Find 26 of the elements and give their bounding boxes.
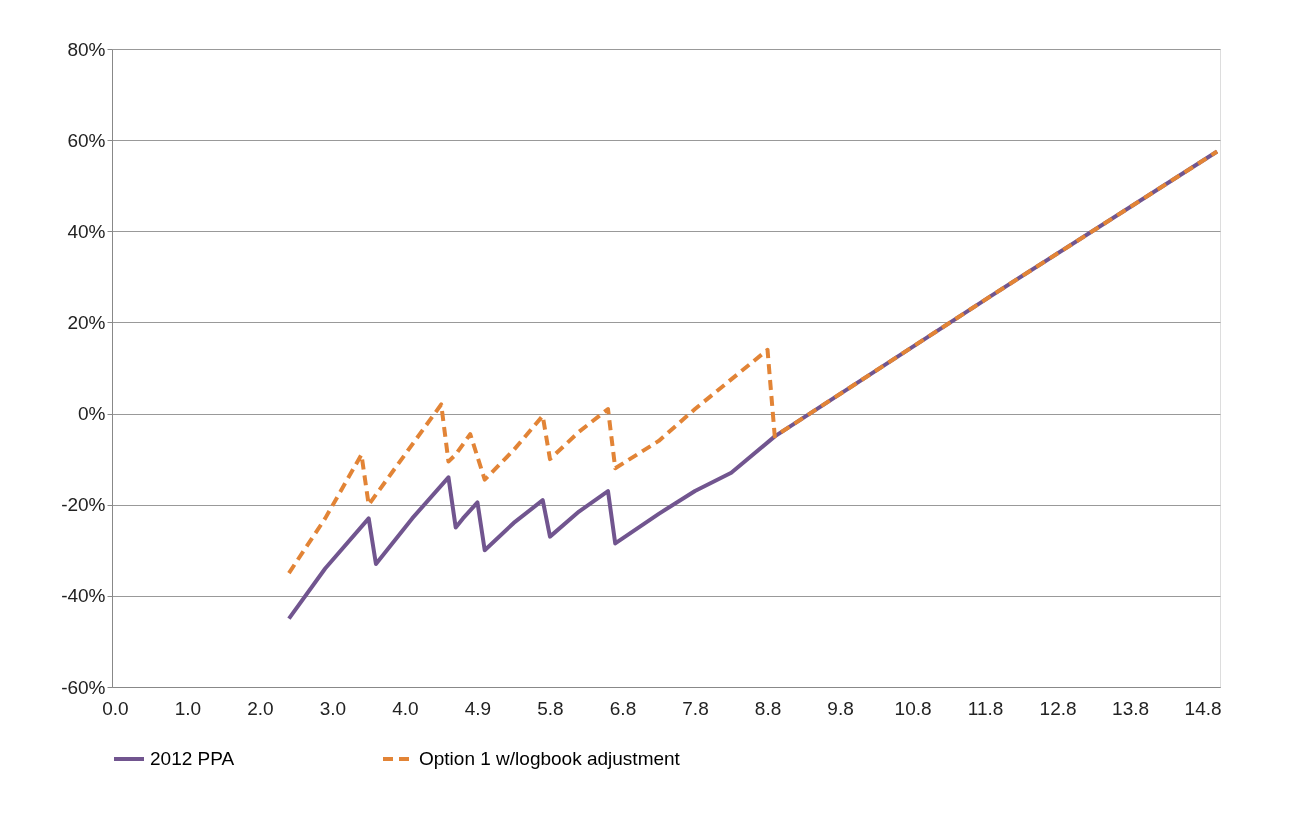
y-tick-label: 0% xyxy=(78,403,106,425)
x-tick-label: 8.8 xyxy=(754,697,782,719)
y-tick-label: 20% xyxy=(67,311,106,333)
y-tick-label: -40% xyxy=(61,585,106,607)
y-tick-label: 40% xyxy=(67,220,106,242)
x-tick-label: 3.0 xyxy=(319,697,347,719)
x-tick-label: 14.8 xyxy=(1184,697,1222,719)
x-tick-label: 4.9 xyxy=(464,697,492,719)
x-tick-label: 13.8 xyxy=(1112,697,1150,719)
x-tick-label: 5.8 xyxy=(537,697,564,719)
x-tick-label: 0.0 xyxy=(102,697,129,719)
y-tick-label: 80% xyxy=(67,38,106,60)
x-tick-label: 4.0 xyxy=(392,697,419,719)
x-tick-label: 2.0 xyxy=(247,697,274,719)
legend-label: Option 1 w/logbook adjustment xyxy=(419,748,681,769)
x-tick-label: 9.8 xyxy=(827,697,854,719)
x-tick-label: 10.8 xyxy=(894,697,932,719)
x-tick-label: 11.8 xyxy=(967,697,1004,719)
x-tick-label: 1.0 xyxy=(174,697,202,719)
y-tick-label: -60% xyxy=(61,676,106,698)
x-tick-label: 6.8 xyxy=(609,697,637,719)
x-tick-label: 12.8 xyxy=(1039,697,1077,719)
y-tick-label: 60% xyxy=(67,129,106,151)
x-tick-label: 7.8 xyxy=(682,697,709,719)
legend-label: 2012 PPA xyxy=(150,748,235,769)
y-tick-label: -20% xyxy=(61,494,106,516)
